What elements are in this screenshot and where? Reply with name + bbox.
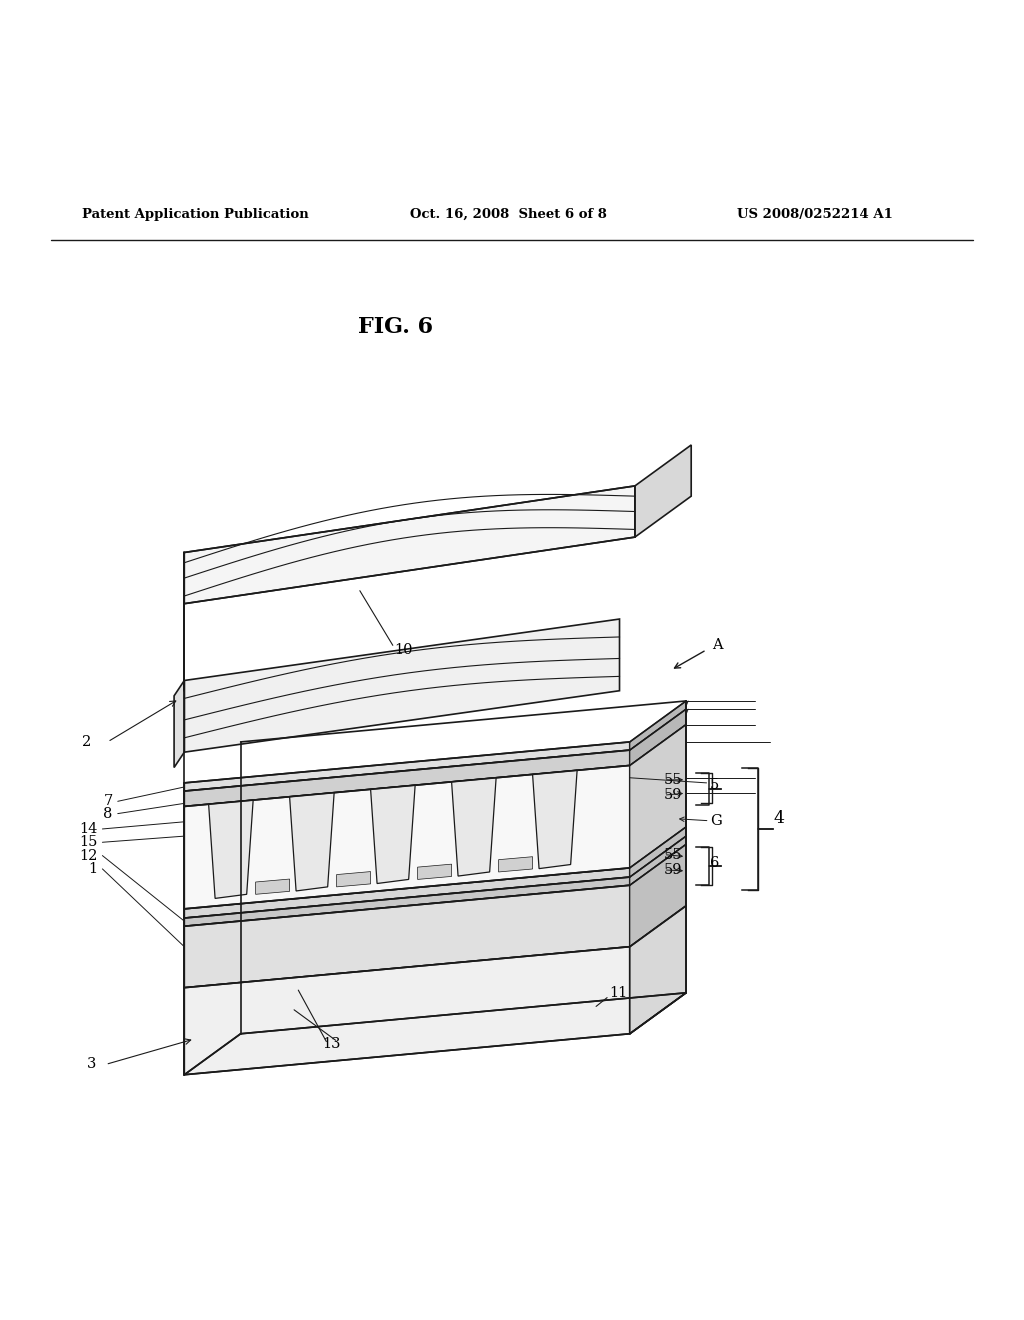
Text: 5: 5	[710, 777, 719, 792]
Polygon shape	[209, 800, 253, 899]
Polygon shape	[452, 777, 496, 876]
Text: G: G	[710, 813, 721, 828]
Text: 10: 10	[394, 643, 413, 657]
Text: 55: 55	[664, 772, 682, 787]
Text: 11: 11	[609, 986, 628, 999]
Polygon shape	[630, 845, 686, 946]
Text: Patent Application Publication: Patent Application Publication	[82, 209, 308, 220]
Polygon shape	[174, 681, 184, 767]
Polygon shape	[630, 826, 686, 876]
Polygon shape	[184, 946, 630, 1074]
Text: 59: 59	[664, 863, 682, 876]
Text: 14: 14	[79, 822, 97, 836]
Polygon shape	[630, 725, 686, 867]
Text: 8: 8	[103, 807, 113, 821]
Text: 13: 13	[323, 1038, 341, 1051]
Polygon shape	[184, 742, 630, 791]
Polygon shape	[630, 836, 686, 886]
Text: 4: 4	[773, 810, 784, 828]
Text: 1: 1	[88, 862, 97, 876]
Text: 59: 59	[664, 788, 682, 803]
Polygon shape	[630, 701, 686, 750]
Text: A: A	[712, 638, 722, 652]
Text: 15: 15	[79, 836, 97, 849]
Text: Oct. 16, 2008  Sheet 6 of 8: Oct. 16, 2008 Sheet 6 of 8	[410, 209, 606, 220]
Text: 12: 12	[79, 849, 97, 862]
Polygon shape	[184, 876, 630, 927]
Polygon shape	[184, 619, 620, 752]
Polygon shape	[256, 879, 290, 895]
Text: US 2008/0252214 A1: US 2008/0252214 A1	[737, 209, 893, 220]
Polygon shape	[184, 766, 630, 909]
Polygon shape	[635, 445, 691, 537]
Text: 6: 6	[710, 855, 719, 870]
Polygon shape	[371, 785, 415, 883]
Polygon shape	[184, 486, 635, 603]
Polygon shape	[418, 865, 452, 879]
Polygon shape	[337, 871, 371, 887]
Polygon shape	[499, 857, 532, 873]
Text: FIG. 6: FIG. 6	[358, 317, 433, 338]
Text: 2: 2	[82, 735, 91, 748]
Polygon shape	[532, 771, 578, 869]
Text: 7: 7	[103, 795, 113, 808]
Text: 3: 3	[87, 1057, 96, 1072]
Text: 55: 55	[664, 847, 682, 862]
Polygon shape	[184, 867, 630, 917]
Polygon shape	[630, 709, 686, 766]
Polygon shape	[184, 886, 630, 987]
Polygon shape	[184, 750, 630, 807]
Polygon shape	[630, 906, 686, 1034]
Polygon shape	[290, 792, 334, 891]
